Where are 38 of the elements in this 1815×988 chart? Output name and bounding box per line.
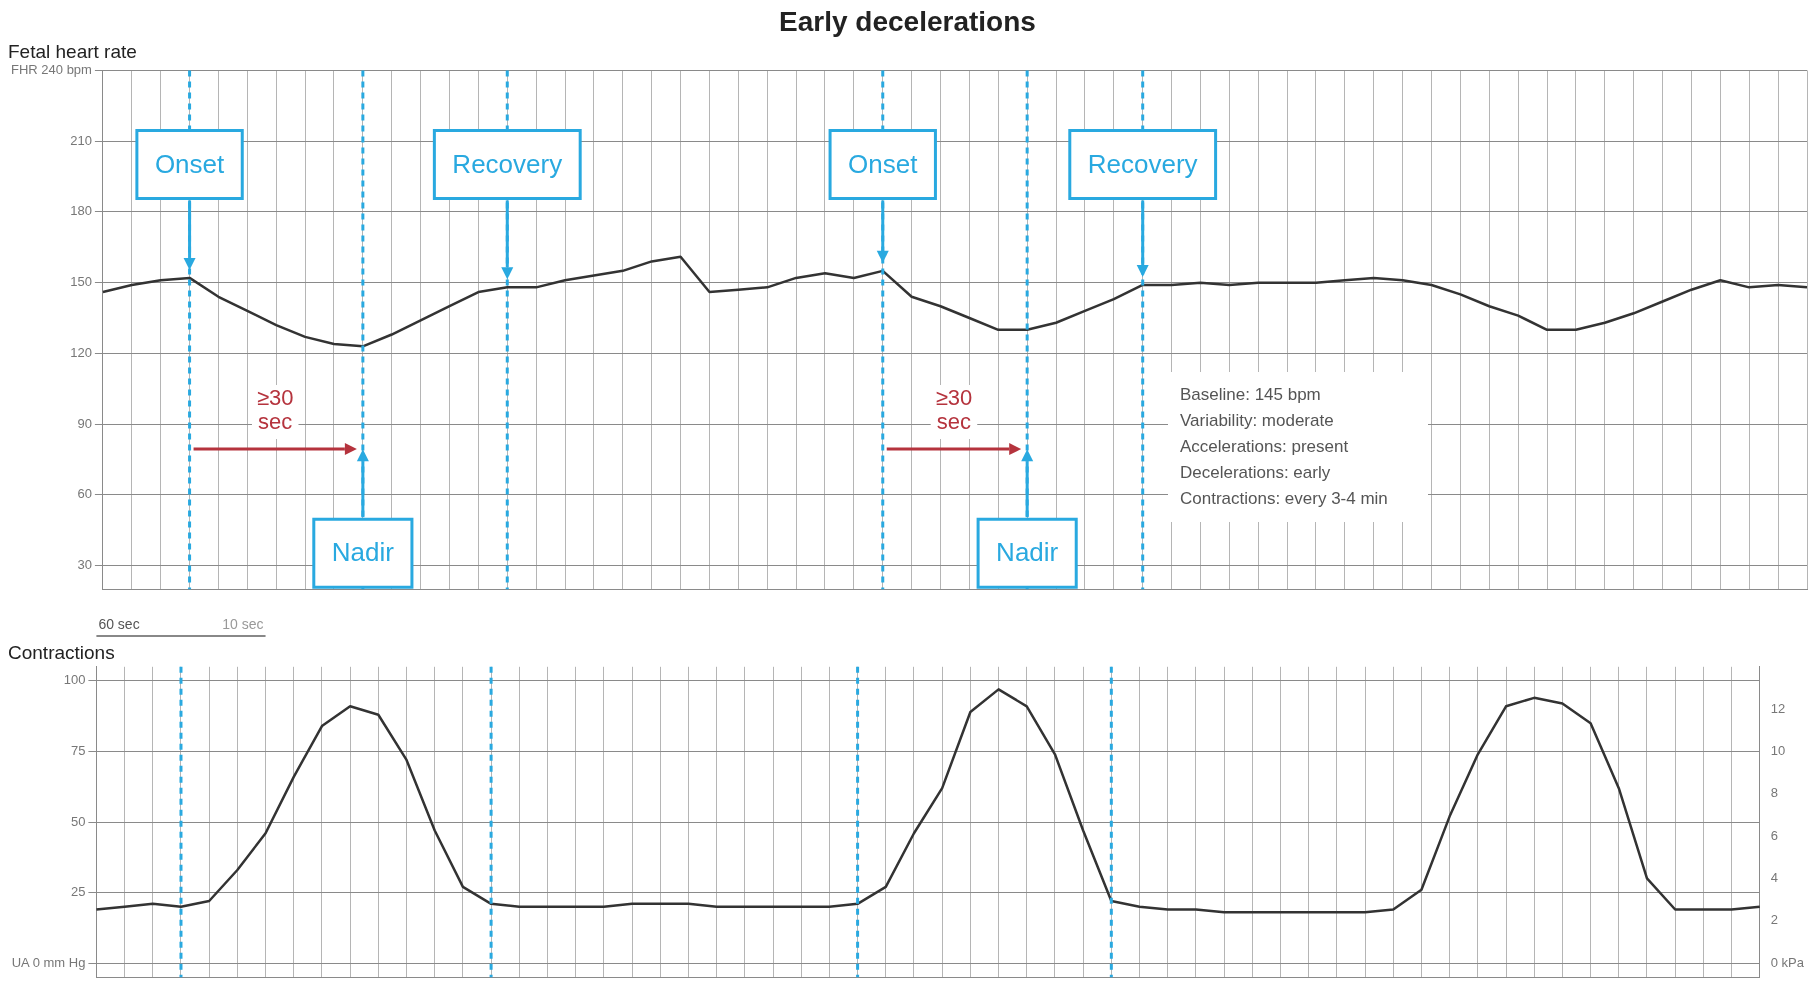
annotation: Onset bbox=[154, 148, 226, 179]
annotation: ≥30 sec bbox=[256, 385, 294, 435]
chart-title: Early decelerations bbox=[779, 5, 1036, 37]
y-tick-label: UA 0 mm Hg bbox=[11, 954, 86, 970]
annotation: Nadir bbox=[331, 537, 395, 568]
y-tick-label: FHR 240 bpm bbox=[11, 61, 92, 77]
y-tick-label: 25 bbox=[70, 884, 86, 900]
text: 60 sec bbox=[98, 615, 140, 632]
y2-tick-label: 12 bbox=[1770, 700, 1786, 716]
y-tick-label: 50 bbox=[70, 813, 86, 829]
annotation: Nadir bbox=[996, 537, 1059, 568]
text: 10 sec bbox=[222, 615, 264, 632]
y-tick-label: 30 bbox=[77, 557, 92, 573]
y2-tick-label: 4 bbox=[1770, 869, 1778, 885]
annotation: Recovery bbox=[1087, 148, 1198, 179]
annotation: Contractions: every 3-4 min bbox=[1179, 488, 1388, 511]
y-tick-label: 180 bbox=[70, 203, 92, 219]
y2-tick-label: 0 kPa bbox=[1770, 954, 1805, 970]
y2-tick-label: 2 bbox=[1770, 912, 1778, 928]
y2-tick-label: 8 bbox=[1770, 785, 1778, 801]
annotation: Decelerations: early bbox=[1179, 462, 1332, 485]
y2-tick-label: 10 bbox=[1770, 743, 1786, 759]
y-tick-label: 90 bbox=[77, 415, 92, 431]
annotation: Onset bbox=[848, 148, 919, 179]
y-tick-label: 75 bbox=[70, 743, 86, 759]
annotation: Variability: moderate bbox=[1179, 410, 1335, 433]
annotation: ≥30 sec bbox=[935, 385, 973, 435]
y-tick-label: 60 bbox=[77, 486, 92, 502]
y-tick-label: 150 bbox=[70, 274, 92, 290]
annotation: Recovery bbox=[452, 148, 563, 179]
chart-title: Contractions bbox=[8, 641, 115, 663]
y-tick-label: 100 bbox=[63, 672, 86, 688]
chart-subtitle: Fetal heart rate bbox=[8, 41, 137, 63]
y2-tick-label: 6 bbox=[1770, 827, 1778, 843]
annotation: Accelerations: present bbox=[1179, 436, 1350, 459]
y-tick-label: 210 bbox=[70, 132, 92, 148]
y-tick-label: 120 bbox=[70, 344, 92, 360]
annotation: Baseline: 145 bpm bbox=[1179, 384, 1322, 407]
